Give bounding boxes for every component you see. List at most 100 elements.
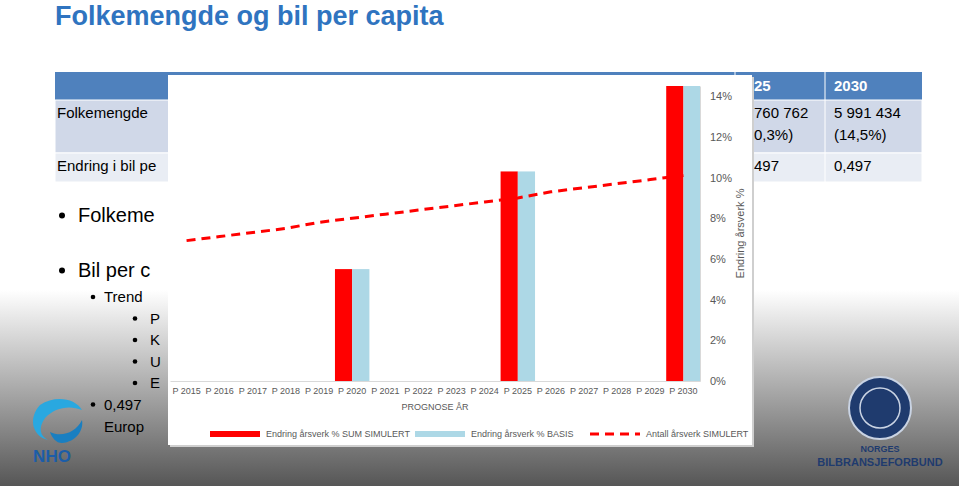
x-tick-label: P 2022 (404, 386, 432, 396)
x-tick-label: P 2026 (537, 386, 565, 396)
bar (352, 269, 369, 381)
bar (518, 171, 535, 381)
bullet-text: Bil per c (78, 259, 150, 281)
x-tick: P 2020 (338, 381, 366, 396)
x-tick-label: P 2025 (504, 386, 532, 396)
y-tick-label: 6% (710, 253, 726, 265)
x-tick-label: P 2019 (305, 386, 333, 396)
x-tick: P 2027 (570, 381, 598, 396)
x-tick-label: P 2029 (636, 386, 664, 396)
y-tick: 6% (700, 253, 726, 265)
x-tick-label: P 2027 (570, 386, 598, 396)
bullet-text: E (150, 374, 160, 391)
x-axis: P 2015 P 2016 P 2017 P 2018 P 2019 P 2020 P 20… (171, 381, 701, 396)
x-tick: P 2023 (437, 381, 465, 396)
table-row-label: Endring i bil pe (57, 157, 156, 174)
bullet-dot (59, 267, 65, 273)
bullet-dot (91, 402, 96, 407)
legend-label: Antall årsverk SIMULERT (646, 429, 749, 439)
x-tick: P 2021 (371, 381, 399, 396)
y-tick-label: 10% (710, 172, 732, 184)
y-axis: 0% 2% 4% 6% 8% 10% 12% 14% (700, 87, 732, 388)
y-tick: 4% (700, 294, 726, 306)
table-cell: 5 991 434 (834, 104, 901, 121)
y-tick: 8% (700, 212, 726, 224)
bar (683, 86, 700, 381)
line (187, 176, 684, 241)
legend-swatch (590, 433, 640, 436)
x-tick-label: P 2015 (172, 386, 200, 396)
bullet-text: P (150, 310, 160, 327)
y-tick-label: 8% (710, 212, 726, 224)
background (0, 0, 959, 486)
slide-title: Folkemengde og bil per capita (55, 1, 445, 31)
x-axis-title: PROGNOSE ÅR (401, 402, 469, 412)
bar (335, 269, 352, 381)
x-tick-label: P 2020 (338, 386, 366, 396)
x-tick-label: P 2016 (206, 386, 234, 396)
legend-swatch (210, 431, 260, 437)
x-tick: P 2019 (305, 381, 333, 396)
y-tick: 0% (700, 375, 726, 387)
logo-shape (849, 377, 911, 439)
bullet-dot (133, 359, 138, 364)
x-tick: P 2017 (239, 381, 267, 396)
x-tick-label: P 2017 (239, 386, 267, 396)
bullet-dot (133, 338, 138, 343)
bullet-dot (59, 212, 65, 218)
y-axis-title: Endring årsverk % (734, 188, 746, 278)
x-tick: P 2024 (471, 381, 499, 396)
legend-label: Endring årsverk % BASIS (471, 429, 574, 439)
slide: Folkemengde og bil per capitaFolkemengde… (0, 0, 959, 486)
x-tick: P 2015 (172, 381, 200, 396)
bullet-text: 0,497 (104, 396, 142, 413)
bullet-dot (91, 295, 96, 300)
bullet-text: Trend (104, 288, 143, 305)
y-tick: 14% (700, 90, 732, 102)
y-tick-label: 14% (710, 90, 732, 102)
x-tick-label: P 2023 (437, 386, 465, 396)
bullet-dot (133, 381, 138, 386)
y-tick-label: 0% (710, 375, 726, 387)
bullet-dot (133, 316, 138, 321)
y-tick: 10% (700, 172, 732, 184)
x-tick: P 2029 (636, 381, 664, 396)
bar (666, 86, 683, 381)
chart-panel (168, 75, 752, 445)
logo-text: NORGES (860, 444, 899, 454)
y-tick-label: 12% (710, 131, 732, 143)
x-tick-label: P 2030 (669, 386, 697, 396)
table-header: 25 (754, 77, 771, 94)
x-tick-label: P 2018 (272, 386, 300, 396)
bar (501, 171, 518, 381)
x-tick-label: P 2024 (471, 386, 499, 396)
logo-shape (50, 420, 82, 443)
table-header: 2030 (834, 77, 867, 94)
table-cell: 0,497 (834, 157, 872, 174)
legend-swatch (415, 431, 465, 437)
table-cell: (14,5%) (834, 126, 887, 143)
x-tick-label: P 2021 (371, 386, 399, 396)
logo-text: NHO (33, 447, 71, 466)
x-tick: P 2026 (537, 381, 565, 396)
y-axis-line (700, 87, 701, 382)
legend-label: Endring årsverk % SUM SIMULERT (266, 429, 410, 439)
x-tick: P 2025 (504, 381, 532, 396)
x-tick: P 2028 (603, 381, 631, 396)
x-tick: P 2018 (272, 381, 300, 396)
y-tick: 2% (700, 334, 726, 346)
logo-left: NHO (33, 399, 82, 466)
table-divider (825, 72, 826, 182)
x-tick: P 2016 (206, 381, 234, 396)
table-cell: 760 762 (754, 104, 808, 121)
x-axis-line (171, 381, 701, 382)
bullet-text: U (150, 353, 161, 370)
legend: Endring årsverk % SUM SIMULERT Endring år… (210, 429, 749, 439)
plot-area (187, 86, 700, 381)
logo-right: NORGESBILBRANSJEFORBUND (817, 377, 942, 468)
bullet-text: K (150, 331, 160, 348)
x-tick-label: P 2028 (603, 386, 631, 396)
y-tick-label: 4% (710, 294, 726, 306)
table-cell: 497 (754, 157, 779, 174)
x-tick: P 2030 (669, 381, 697, 396)
